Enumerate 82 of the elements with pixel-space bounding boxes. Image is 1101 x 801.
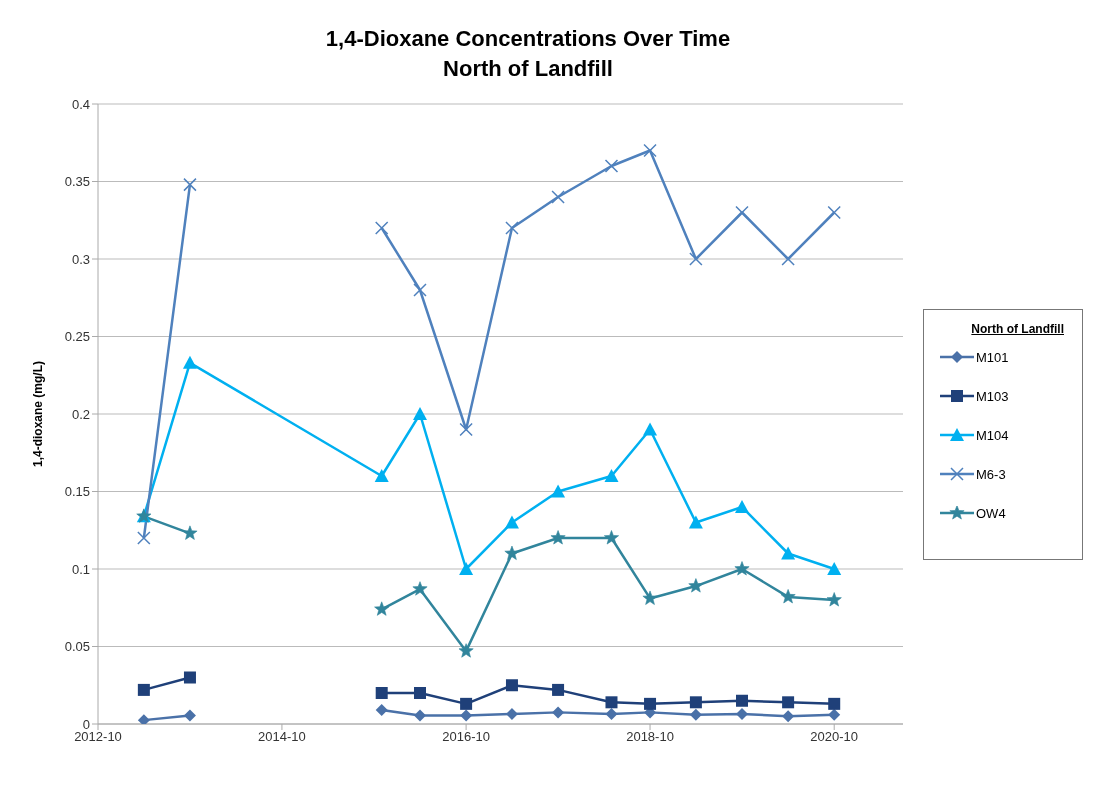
point — [414, 709, 426, 722]
chart-subtitle: North of Landfill — [442, 55, 614, 83]
legend-label: M103 — [976, 388, 1009, 404]
point — [827, 562, 842, 575]
point — [505, 221, 519, 235]
point — [826, 592, 842, 607]
point — [552, 706, 565, 719]
point — [780, 589, 796, 604]
legend-label: M6-3 — [976, 466, 1006, 482]
point — [551, 190, 565, 204]
point — [183, 709, 196, 722]
x-tick-label: 2014-10 — [258, 729, 306, 745]
point — [183, 671, 196, 684]
point — [137, 683, 150, 696]
point — [827, 205, 841, 220]
y-axis-title: 1,4-dioxane (mg/L) — [31, 360, 46, 468]
point — [459, 562, 474, 575]
y-tick-label: 0.2 — [71, 406, 90, 422]
chart-title: 1,4-Dioxane Concentrations Over Time — [324, 25, 732, 53]
x-tick-label: 2020-10 — [810, 729, 859, 745]
y-tick-label: 0.05 — [64, 639, 90, 655]
y-tick-label: 0.35 — [64, 174, 90, 190]
y-tick-label: 0.4 — [71, 96, 90, 112]
point — [644, 697, 657, 710]
point — [137, 531, 151, 545]
point — [374, 221, 389, 235]
legend-label: OW4 — [976, 505, 1006, 521]
point — [643, 422, 658, 436]
point — [374, 601, 390, 616]
x-tick-label: 2012-10 — [74, 729, 122, 745]
point — [182, 355, 197, 369]
point — [460, 709, 473, 722]
point — [460, 697, 473, 710]
point — [781, 546, 796, 560]
point — [552, 683, 565, 696]
point — [605, 696, 618, 709]
point — [412, 581, 428, 596]
point — [688, 515, 703, 529]
point — [414, 687, 426, 699]
point — [504, 545, 520, 560]
y-tick-label: 0.15 — [64, 484, 90, 500]
point — [551, 484, 566, 498]
y-tick-label: 0.25 — [64, 329, 90, 345]
point — [374, 469, 389, 482]
point — [736, 694, 748, 707]
point — [735, 205, 749, 220]
point — [689, 708, 702, 721]
point — [735, 500, 749, 513]
point — [689, 696, 702, 709]
point — [182, 525, 198, 540]
point — [375, 687, 388, 699]
point — [505, 679, 518, 692]
point — [604, 159, 619, 173]
point — [734, 561, 750, 576]
point — [183, 177, 197, 192]
point — [605, 707, 618, 720]
point — [413, 407, 427, 420]
point — [642, 590, 658, 605]
y-tick-label: 0 — [82, 716, 90, 732]
point — [782, 710, 795, 723]
y-tick-label: 0.1 — [71, 561, 90, 577]
point — [604, 530, 619, 545]
point — [137, 714, 150, 724]
point — [828, 697, 841, 710]
x-tick-label: 2016-10 — [442, 729, 490, 745]
point — [643, 143, 657, 158]
x-tick-label: 2018-10 — [626, 729, 674, 745]
point — [413, 283, 427, 297]
legend-label: M101 — [976, 349, 1009, 365]
point — [828, 708, 841, 721]
point — [375, 704, 388, 717]
point — [459, 422, 473, 437]
point — [736, 707, 748, 720]
point — [688, 578, 704, 593]
point — [604, 469, 619, 482]
point — [458, 643, 474, 658]
point — [550, 530, 566, 545]
legend-title: North of Landfill — [970, 321, 1064, 336]
point — [504, 515, 519, 529]
point — [782, 696, 795, 709]
y-tick-label: 0.3 — [71, 251, 90, 267]
legend-label: M104 — [976, 427, 1009, 443]
